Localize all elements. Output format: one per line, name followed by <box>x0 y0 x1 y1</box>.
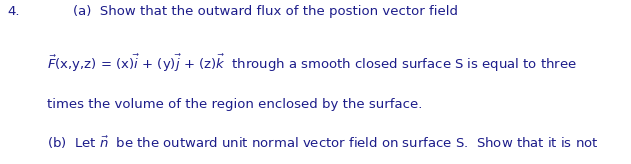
Text: $\vec{F}$(x,y,z) = (x)$\vec{i}$ + (y)$\vec{j}$ + (z)$\vec{k}$  through a smooth : $\vec{F}$(x,y,z) = (x)$\vec{i}$ + (y)$\v… <box>47 52 577 74</box>
Text: (a)  Show that the outward flux of the postion vector field: (a) Show that the outward flux of the po… <box>73 5 457 18</box>
Text: 4.: 4. <box>8 5 20 18</box>
Text: (b)  Let $\vec{n}$  be the outward unit normal vector field on surface S.  Show : (b) Let $\vec{n}$ be the outward unit no… <box>47 134 599 151</box>
Text: times the volume of the region enclosed by the surface.: times the volume of the region enclosed … <box>47 98 423 111</box>
